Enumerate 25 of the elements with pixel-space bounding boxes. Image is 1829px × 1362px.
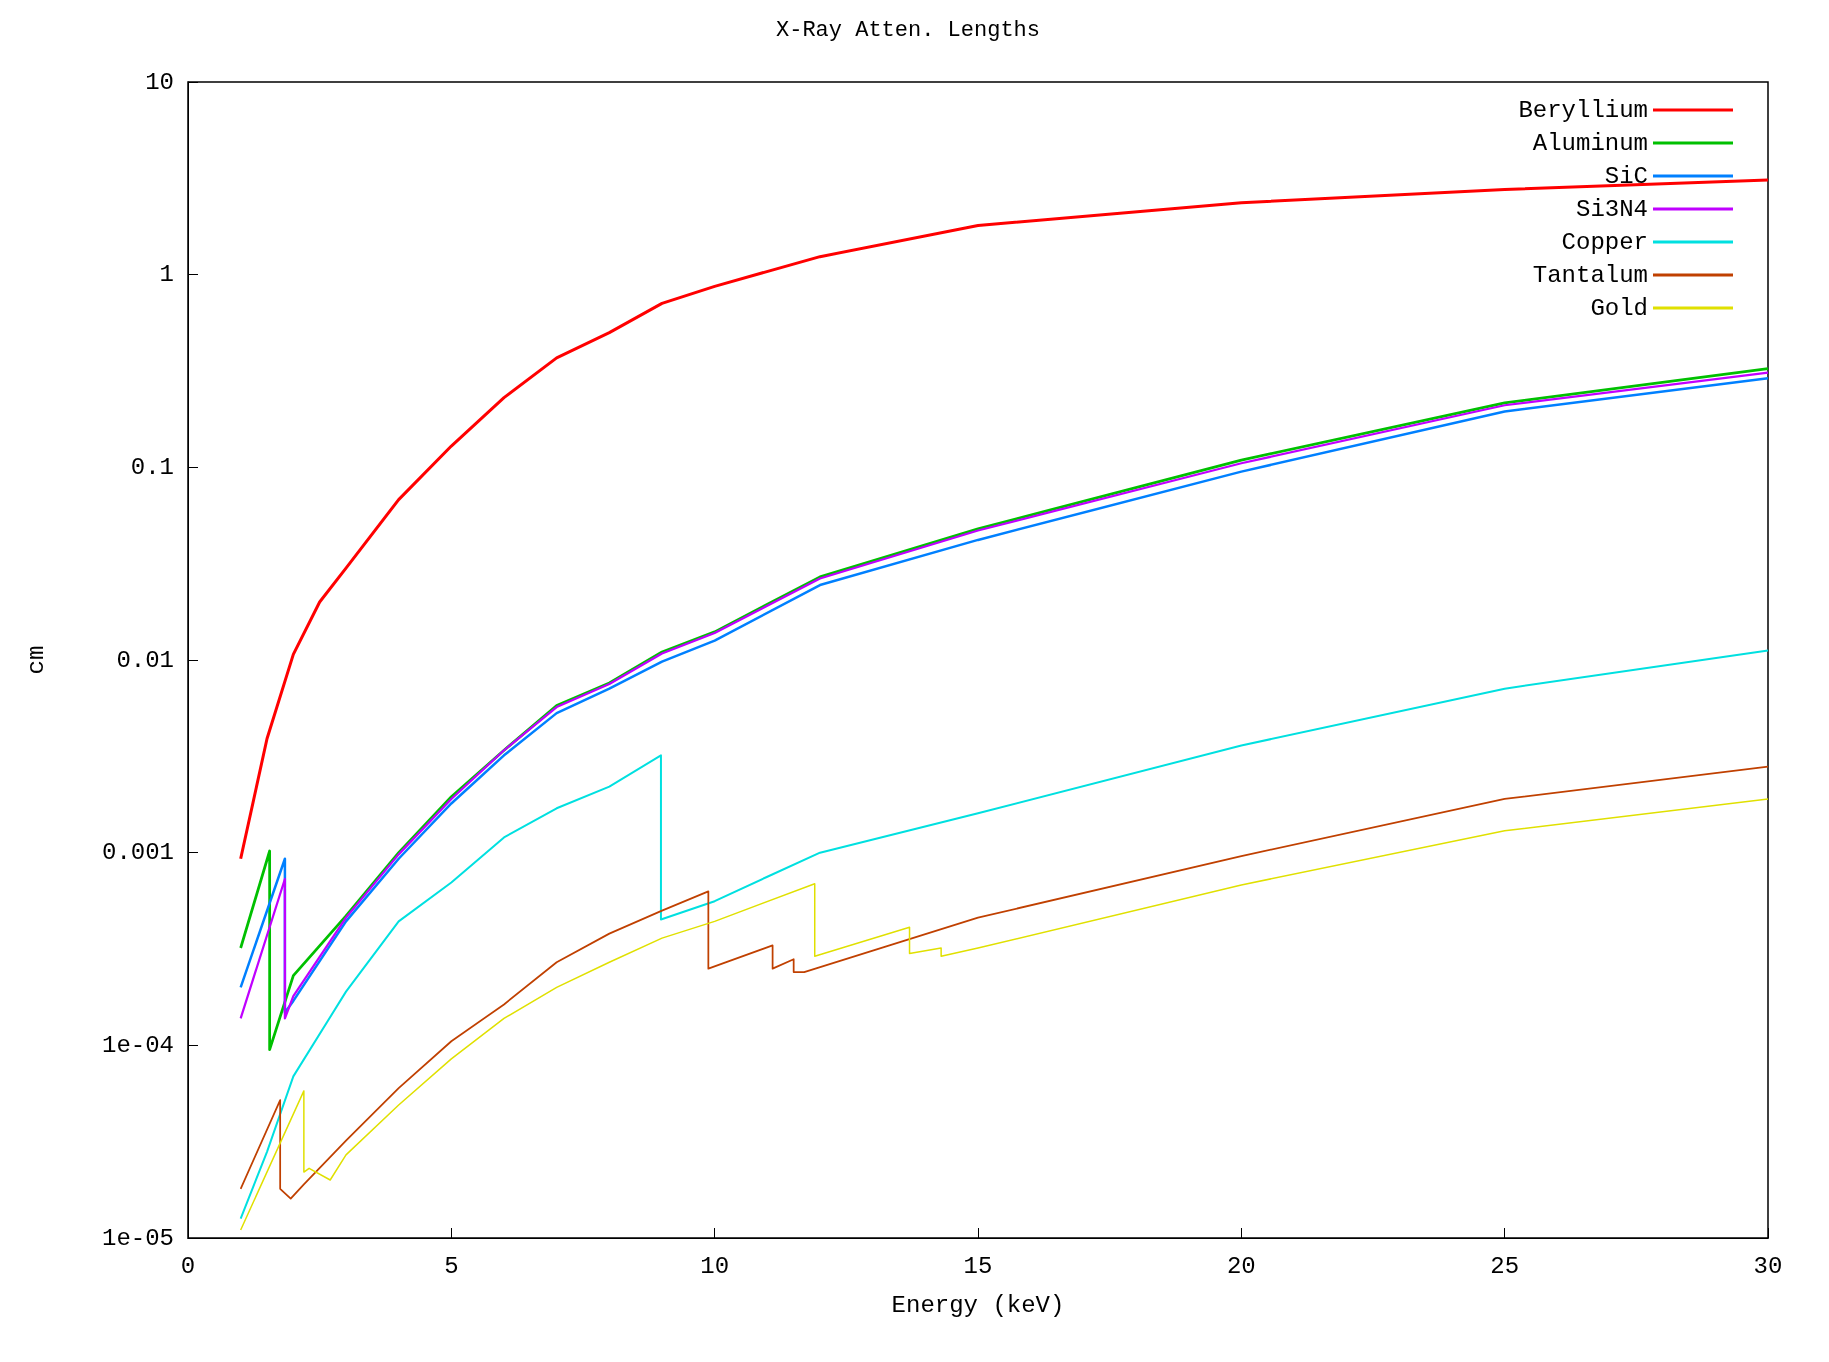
- legend-label: Si3N4: [1575, 195, 1648, 223]
- x-tick-label: 0: [180, 1252, 196, 1280]
- x-tick-label: 30: [1753, 1252, 1783, 1280]
- y-tick-label: 1e-04: [101, 1031, 174, 1059]
- x-axis-title: Energy (keV): [891, 1291, 1065, 1319]
- legend-label: Tantalum: [1532, 261, 1648, 289]
- legend-label: Gold: [1590, 294, 1648, 322]
- chart-title: X-Ray Atten. Lengths: [775, 17, 1041, 43]
- x-tick-label: 10: [700, 1252, 730, 1280]
- y-tick-label: 0.01: [116, 646, 174, 674]
- legend-label: SiC: [1604, 162, 1648, 190]
- y-tick-label: 0.001: [101, 839, 174, 867]
- x-tick-label: 5: [444, 1252, 459, 1280]
- y-tick-label: 1e-05: [101, 1224, 174, 1252]
- y-axis-title: cm: [22, 645, 50, 675]
- x-tick-label: 25: [1490, 1252, 1520, 1280]
- y-tick-label: 1: [159, 261, 174, 289]
- line-series: [239, 649, 1769, 1220]
- y-tick-label: 10: [145, 68, 174, 96]
- x-tick-label: 15: [963, 1252, 993, 1280]
- legend-label: Aluminum: [1532, 129, 1648, 157]
- x-tick-label: 20: [1226, 1252, 1256, 1280]
- legend-label: Copper: [1561, 228, 1648, 256]
- legend-label: Beryllium: [1518, 96, 1648, 124]
- y-tick-label: 0.1: [130, 453, 174, 481]
